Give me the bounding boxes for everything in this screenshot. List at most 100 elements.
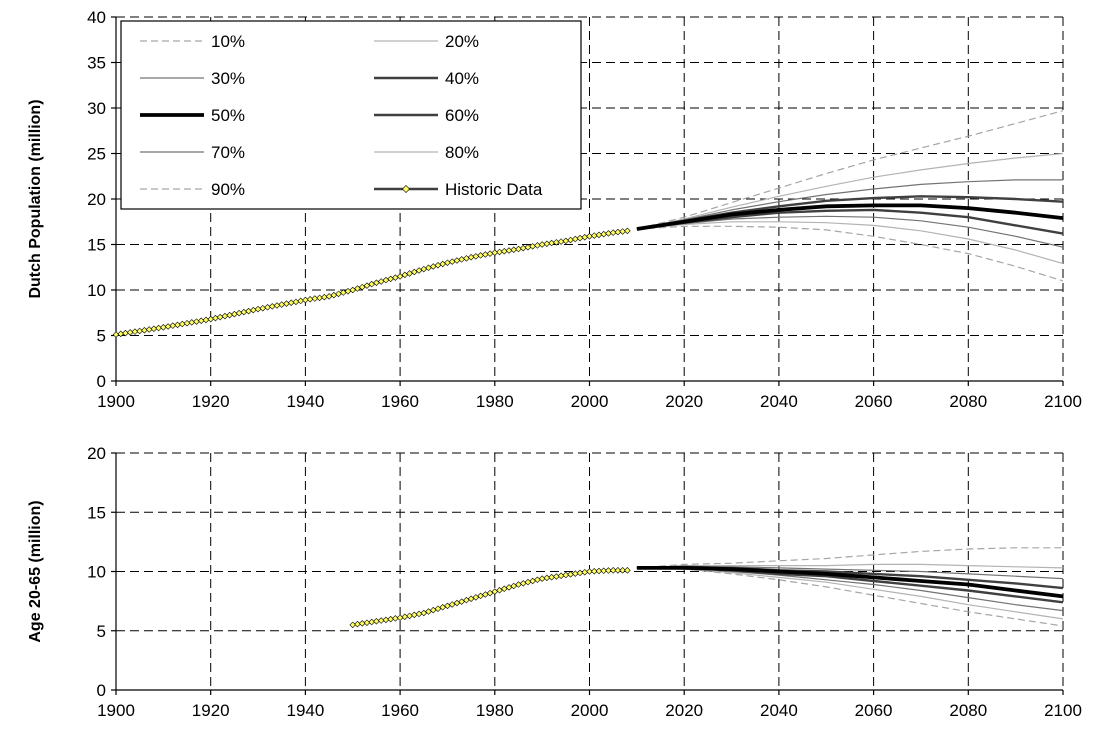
y-tick-label: 40	[87, 8, 106, 27]
x-tick-label: 2060	[855, 392, 893, 411]
data-point	[590, 568, 598, 575]
data-point	[586, 233, 593, 240]
data-point	[335, 290, 342, 298]
data-point	[538, 575, 546, 582]
series-line	[636, 203, 1064, 231]
data-point	[453, 599, 461, 607]
data-point	[425, 264, 432, 272]
data-point	[197, 317, 205, 325]
series-line	[636, 110, 1064, 230]
x-tick-label: 2020	[665, 701, 703, 720]
legend-label: Historic Data	[445, 180, 543, 199]
legend-label: 60%	[445, 106, 479, 125]
data-point	[377, 617, 385, 624]
data-point	[595, 567, 603, 575]
data-point	[321, 293, 328, 301]
data-point	[548, 573, 555, 581]
x-tick-label: 1960	[381, 392, 419, 411]
data-point	[600, 567, 607, 575]
data-point	[619, 567, 626, 574]
y-tick-label: 25	[87, 145, 106, 164]
x-tick-label: 1920	[192, 701, 230, 720]
data-point	[269, 303, 276, 310]
y-tick-label: 35	[87, 54, 106, 73]
data-point	[458, 256, 465, 263]
data-point	[595, 231, 603, 239]
data-point	[448, 601, 456, 608]
data-point	[392, 274, 399, 281]
data-point	[576, 234, 584, 242]
legend-label: 20%	[445, 32, 479, 51]
data-point	[524, 578, 532, 586]
data-point	[160, 324, 167, 331]
data-point	[387, 275, 394, 283]
data-point	[505, 247, 513, 254]
data-point	[406, 270, 413, 277]
data-point	[188, 319, 196, 326]
data-point	[136, 327, 143, 335]
y-tick-label: 0	[97, 372, 106, 391]
data-point	[609, 229, 617, 236]
data-point	[254, 305, 262, 313]
data-point	[344, 288, 352, 295]
data-point	[486, 589, 494, 597]
data-point	[183, 319, 191, 327]
data-point	[316, 294, 323, 302]
x-tick-label: 2000	[571, 392, 609, 411]
data-point	[439, 604, 446, 611]
data-point	[306, 296, 314, 303]
data-point	[567, 571, 574, 578]
data-point	[212, 314, 219, 322]
data-point	[245, 307, 252, 315]
data-point	[368, 280, 375, 288]
data-point	[444, 259, 451, 266]
series-line	[636, 179, 1063, 230]
x-tick-label: 2100	[1044, 392, 1082, 411]
data-point	[572, 570, 579, 577]
legend-label: 30%	[211, 69, 245, 88]
y-tick-label: 30	[87, 99, 106, 118]
data-point	[287, 299, 295, 306]
series-line	[636, 215, 1064, 248]
data-point	[581, 233, 589, 241]
data-point	[586, 568, 593, 575]
data-point	[482, 591, 489, 598]
x-tick-label: 1980	[476, 701, 514, 720]
data-point	[226, 311, 233, 319]
data-point	[624, 227, 631, 235]
y-tick-label: 5	[97, 327, 106, 346]
series-group	[349, 547, 1064, 629]
data-point	[472, 594, 480, 601]
data-point	[429, 606, 437, 614]
data-point	[458, 598, 465, 605]
data-point	[377, 278, 385, 285]
data-point	[439, 260, 446, 268]
data-point	[411, 268, 418, 276]
data-point	[501, 585, 508, 593]
data-point	[145, 326, 153, 333]
data-point	[207, 315, 214, 323]
data-point	[463, 255, 470, 262]
y-tick-label: 20	[87, 444, 106, 463]
data-point	[363, 619, 371, 626]
data-point	[401, 271, 409, 279]
data-point	[126, 329, 134, 336]
data-point	[150, 325, 158, 333]
legend-label: 10%	[211, 32, 245, 51]
data-point	[354, 285, 361, 292]
data-point	[396, 273, 404, 280]
y-tick-label: 15	[87, 236, 106, 255]
data-point	[354, 620, 361, 628]
series-line	[636, 221, 1064, 265]
x-tick-label: 1940	[286, 392, 324, 411]
data-point	[605, 230, 612, 237]
data-point	[529, 577, 536, 585]
data-point	[429, 263, 437, 270]
y-tick-label: 10	[87, 563, 106, 582]
series-line	[636, 152, 1064, 230]
legend-label: 90%	[211, 180, 245, 199]
data-point	[368, 618, 375, 626]
data-point	[420, 265, 428, 273]
data-point	[624, 567, 631, 574]
